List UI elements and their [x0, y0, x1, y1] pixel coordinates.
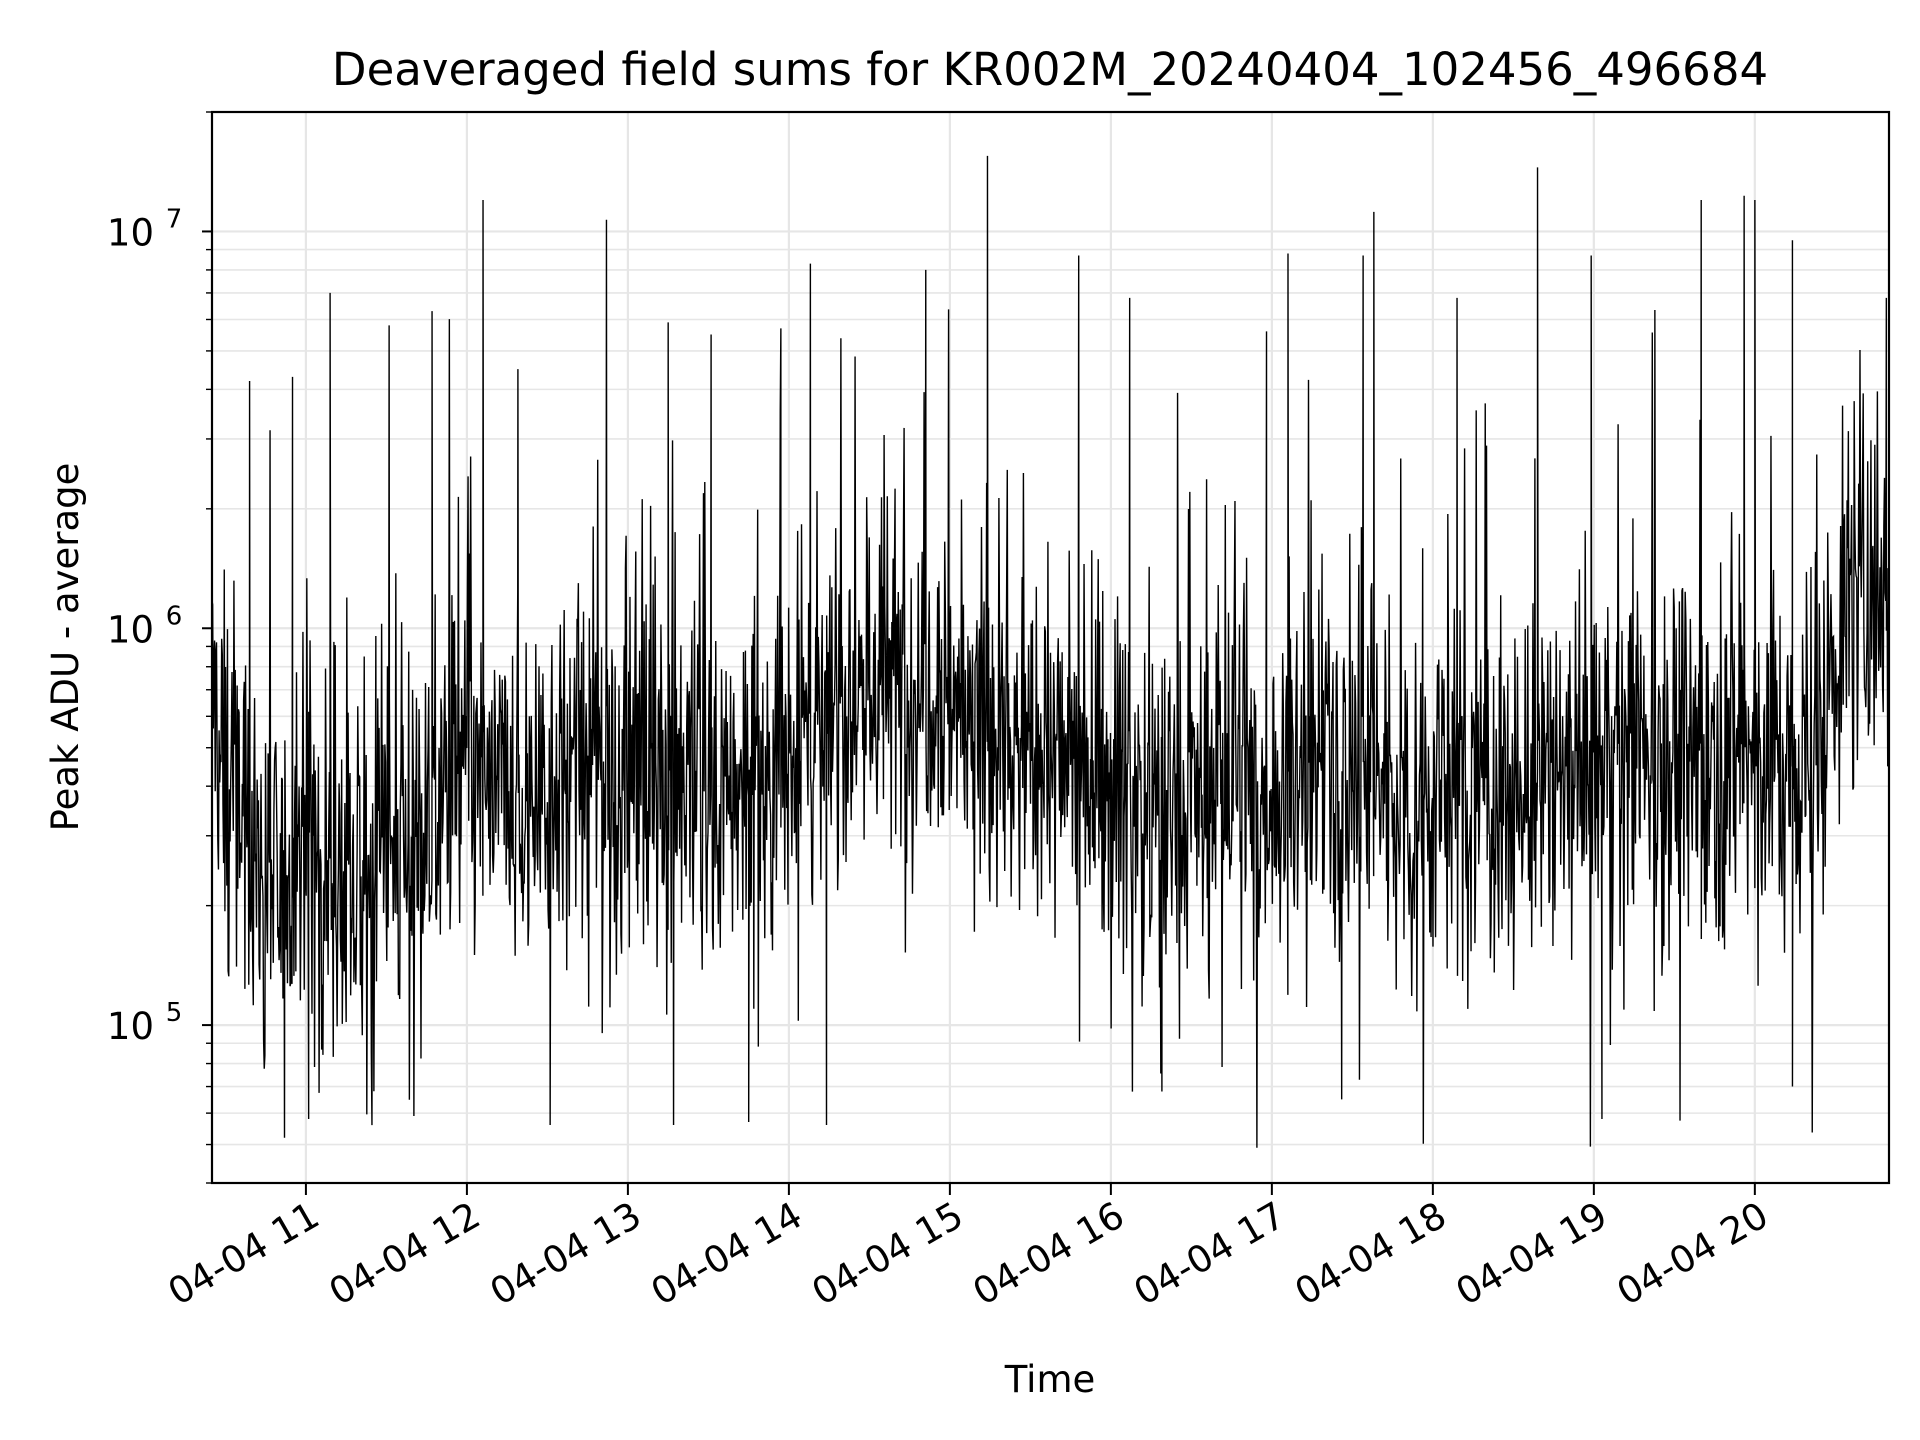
y-tick-exponent: 6: [166, 601, 183, 631]
x-axis-label: Time: [1004, 1358, 1096, 1401]
plot-frame: [210, 110, 1891, 1185]
chart-title: Deaveraged field sums for KR002M_2024040…: [332, 43, 1768, 96]
data-series: [211, 155, 1890, 1148]
y-tick-label: 10: [107, 1005, 154, 1048]
series-line: [211, 155, 1890, 1148]
y-tick-exponent: 5: [166, 998, 183, 1028]
y-tick-label: 10: [107, 211, 154, 254]
y-tick-label: 10: [107, 608, 154, 651]
y-tick-exponent: 7: [166, 204, 183, 234]
y-axis-label: Peak ADU - average: [44, 463, 87, 832]
